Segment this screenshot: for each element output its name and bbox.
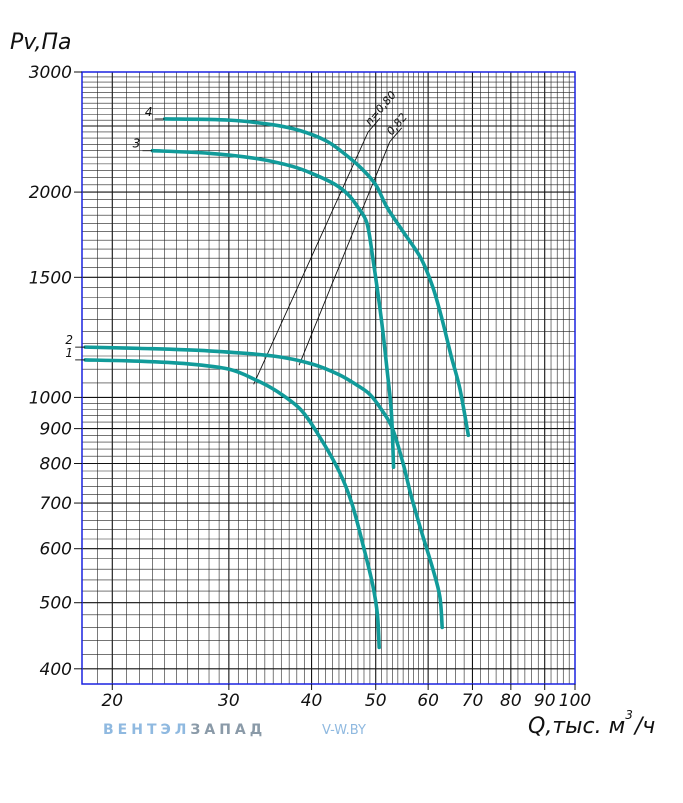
- curve-label-1: 1: [65, 346, 73, 360]
- x-tick-label: 30: [218, 691, 240, 711]
- efficiency-lines: n=0,800,82: [253, 89, 410, 385]
- site-link[interactable]: V-W.BY: [322, 723, 366, 738]
- y-tick-label: 2000: [29, 183, 72, 203]
- plot-frame: [81, 71, 576, 685]
- brand-part2: ЗАПАД: [190, 722, 267, 738]
- x-tick-label: 60: [417, 691, 439, 711]
- y-tick-label: 500: [40, 594, 72, 614]
- series-curve-3: [150, 148, 396, 470]
- grid: [82, 72, 575, 684]
- efficiency-line: [253, 131, 369, 385]
- efficiency-label: 0,82: [384, 111, 410, 138]
- y-tick-label: 800: [40, 454, 72, 474]
- y-tick-label: 600: [40, 540, 72, 560]
- x-tick-label: 70: [462, 691, 484, 711]
- x-axis-title: Q,тыс. м3/ч: [528, 708, 655, 739]
- x-tick-label: 100: [559, 691, 591, 711]
- series-curve-1: [83, 358, 381, 650]
- series-curve-4: [162, 117, 471, 438]
- curve-label-4: 4: [145, 105, 153, 119]
- x-axis-title-sup: 3: [625, 708, 633, 722]
- y-tick-label: 3000: [29, 63, 72, 83]
- y-tick-label: 900: [40, 420, 72, 440]
- y-axis-title: Pv,Па: [10, 30, 72, 55]
- brand-part1: ВЕНТЭЛ: [103, 722, 191, 738]
- brand-logo: ВЕНТЭЛЗАПАД: [103, 722, 266, 738]
- y-tick-label: 1500: [29, 268, 72, 288]
- x-tick-label: 20: [101, 691, 123, 711]
- y-tick-label: 400: [40, 660, 72, 680]
- curve-label-2: 2: [65, 333, 73, 347]
- series-curves: [83, 117, 471, 650]
- y-tick-label: 1000: [29, 388, 72, 408]
- x-tick-label: 80: [500, 691, 522, 711]
- efficiency-leader: [389, 127, 403, 143]
- efficiency-leader: [367, 117, 381, 133]
- curve-label-3: 3: [133, 137, 141, 151]
- series-curve-2: [83, 345, 444, 630]
- x-tick-label: 40: [301, 691, 323, 711]
- y-tick-label: 700: [40, 494, 72, 514]
- x-tick-label: 90: [534, 691, 556, 711]
- x-axis-title-main: Q,тыс. м: [528, 714, 625, 739]
- x-axis-title-tail: /ч: [633, 714, 655, 739]
- efficiency-line: [298, 141, 391, 366]
- x-tick-label: 50: [365, 691, 387, 711]
- curve-labels: 12 3 4: [65, 105, 165, 361]
